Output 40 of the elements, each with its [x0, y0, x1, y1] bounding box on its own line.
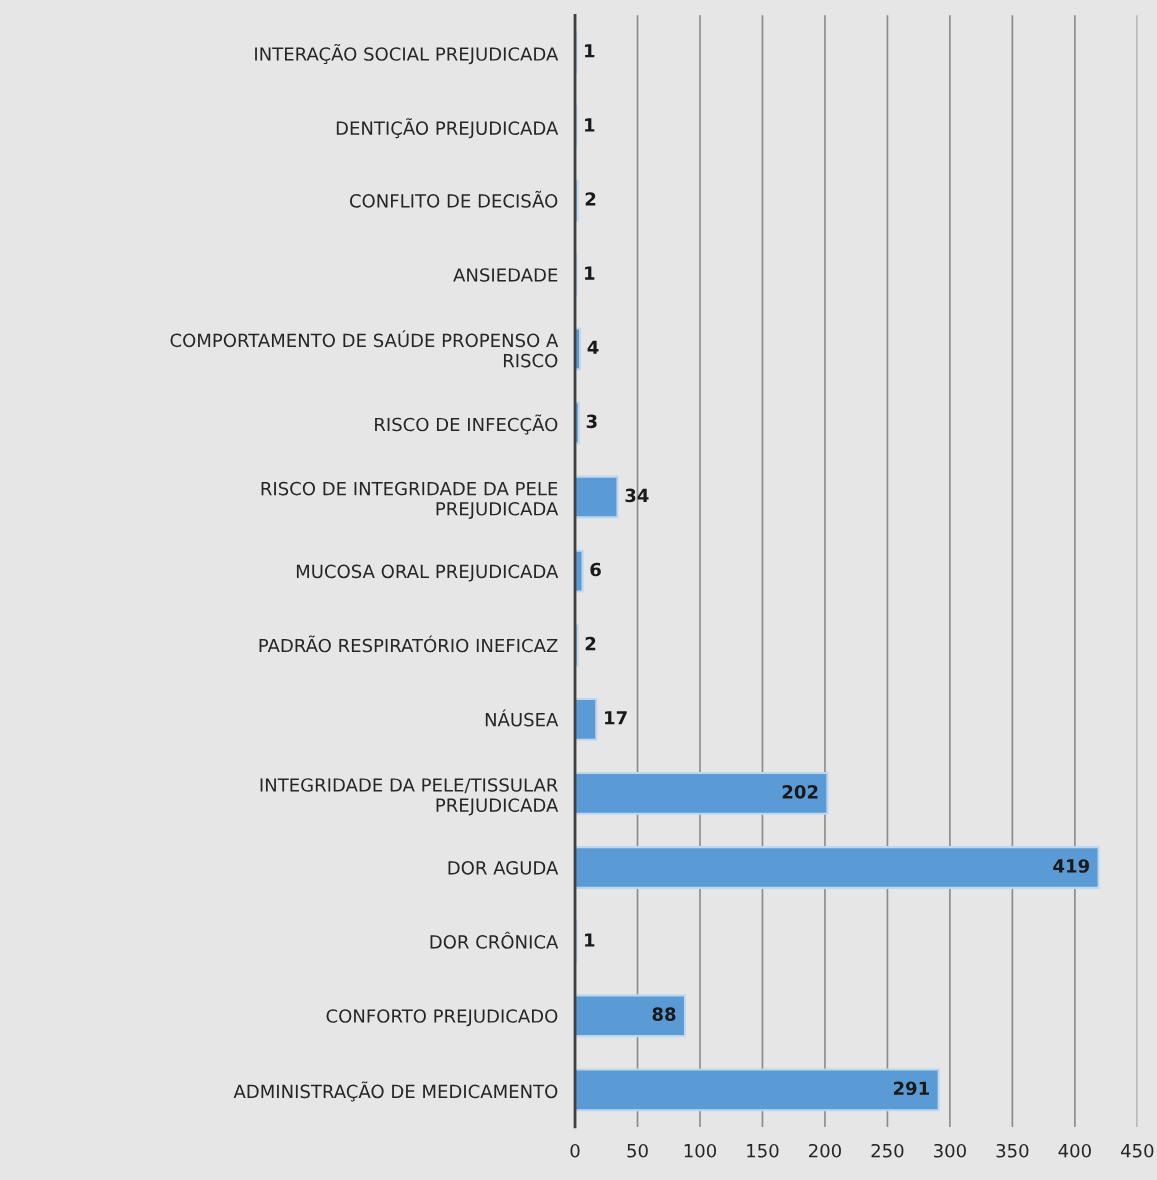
data-label: 6	[590, 562, 601, 577]
y-tick-label: RISCO DE INTEGRIDADE DA PELE PREJUDICADA	[261, 481, 559, 519]
y-tick-label: INTERAÇÃO SOCIAL PREJUDICADA	[255, 44, 559, 65]
y-tick-label: CONFLITO DE DECISÃO	[349, 190, 558, 208]
data-label: 1	[585, 266, 595, 280]
data-label: 419	[1053, 859, 1090, 873]
y-tick-label: PADRÃO RESPIRATÓRIO INEFICAZ	[259, 635, 558, 653]
data-label: 4	[587, 340, 599, 354]
y-tick-label: DOR CRÔNICA	[430, 931, 559, 949]
data-label: 202	[782, 785, 818, 799]
y-tick-label: COMPORTAMENTO DE SAÚDE PROPENSO A RISCO	[170, 330, 559, 368]
y-tick-label: ANSIEDADE	[453, 268, 558, 282]
x-tick-label: 350	[996, 1143, 1029, 1158]
y-tick-label: ADMINISTRAÇÃO DE MEDICAMENTO	[233, 1081, 558, 1102]
x-tick-label: 250	[871, 1143, 904, 1158]
y-tick-label: INTEGRIDADE DA PELE/TISSULAR PREJUDICADA	[260, 778, 559, 816]
data-label: 17	[605, 711, 627, 725]
y-tick-label: DOR AGUDA	[448, 861, 559, 875]
data-label: 1	[585, 118, 595, 132]
data-label: 2	[585, 192, 596, 206]
x-tick-label: 50	[627, 1143, 648, 1158]
y-tick-label: RISCO DE INFECÇÃO	[375, 414, 558, 435]
x-tick-label: 150	[747, 1143, 779, 1158]
x-tick-label: 200	[809, 1143, 841, 1158]
x-tick-label: 100	[684, 1143, 717, 1158]
data-label: 291	[893, 1081, 929, 1096]
y-tick-label: MUCOSA ORAL PREJUDICADA	[296, 564, 559, 582]
y-tick-label: NÁUSEA	[485, 709, 559, 727]
x-tick-label: 300	[934, 1143, 966, 1158]
data-label: 34	[625, 488, 649, 503]
data-label: 1	[585, 933, 595, 947]
y-tick-label: DENTIÇÃO PREJUDICADA	[336, 118, 559, 139]
x-tick-label: 450	[1120, 1143, 1154, 1158]
data-label: 1	[585, 44, 595, 58]
x-tick-label: 400	[1058, 1143, 1091, 1158]
y-tick-label: CONFORTO PREJUDICADO	[326, 1009, 558, 1027]
data-label: 3	[586, 414, 597, 429]
data-label: 88	[652, 1007, 676, 1021]
data-label: 2	[585, 636, 596, 651]
x-tick-label: 0	[570, 1143, 580, 1158]
